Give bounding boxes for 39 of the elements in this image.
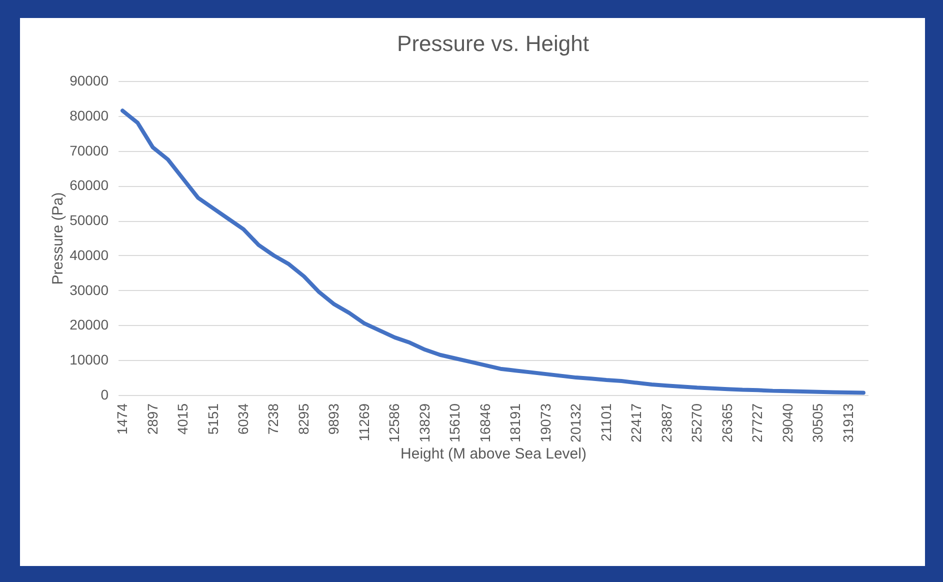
x-tick-label: 18191 (507, 403, 524, 442)
x-tick-label: 20132 (568, 403, 584, 442)
x-axis-title: Height (M above Sea Level) (400, 445, 586, 462)
x-tick-label: 22417 (628, 403, 644, 442)
x-tick-label: 13829 (416, 403, 432, 442)
x-tick-label: 23887 (658, 403, 674, 442)
x-tick-label: 7238 (265, 403, 282, 435)
x-tick-label: 1474 (114, 403, 130, 435)
x-tick-label: 11269 (356, 403, 372, 442)
y-tick-label: 30000 (70, 282, 109, 298)
x-tick-label: 12586 (386, 403, 402, 442)
x-tick-label: 6034 (235, 403, 252, 435)
y-tick-label: 60000 (70, 177, 109, 194)
chart-title: Pressure vs. Height (397, 31, 589, 56)
x-tick-label: 29040 (779, 403, 796, 442)
y-tick-label: 0 (100, 386, 109, 402)
x-tick-label: 26365 (718, 403, 735, 442)
x-tick-label: 31913 (840, 403, 856, 442)
x-tick-label: 4015 (174, 403, 191, 435)
y-tick-label: 70000 (70, 142, 109, 158)
x-tick-label: 19073 (537, 403, 554, 442)
x-tick-label: 27727 (749, 403, 766, 442)
line-series (120, 108, 866, 395)
x-tick-label: 9893 (326, 403, 342, 435)
y-tick-label: 40000 (70, 246, 109, 263)
y-tick-label: 20000 (70, 316, 109, 333)
y-tick-label: 10000 (70, 352, 109, 368)
x-tick-label: 8295 (295, 403, 312, 435)
x-tick-label: 30505 (810, 403, 826, 442)
y-tick-label: 80000 (70, 107, 109, 124)
x-tick-label: 25270 (688, 403, 705, 442)
x-tick-label: 2897 (144, 403, 160, 435)
x-tick-label: 21101 (598, 403, 614, 442)
y-axis-title: Pressure (Pa) (50, 192, 67, 285)
y-tick-label: 50000 (70, 212, 109, 228)
x-tick-label: 5151 (204, 403, 221, 435)
x-tick-label: 15610 (446, 403, 463, 442)
x-tick-label: 16846 (476, 403, 493, 442)
y-tick-label: 90000 (70, 72, 109, 88)
